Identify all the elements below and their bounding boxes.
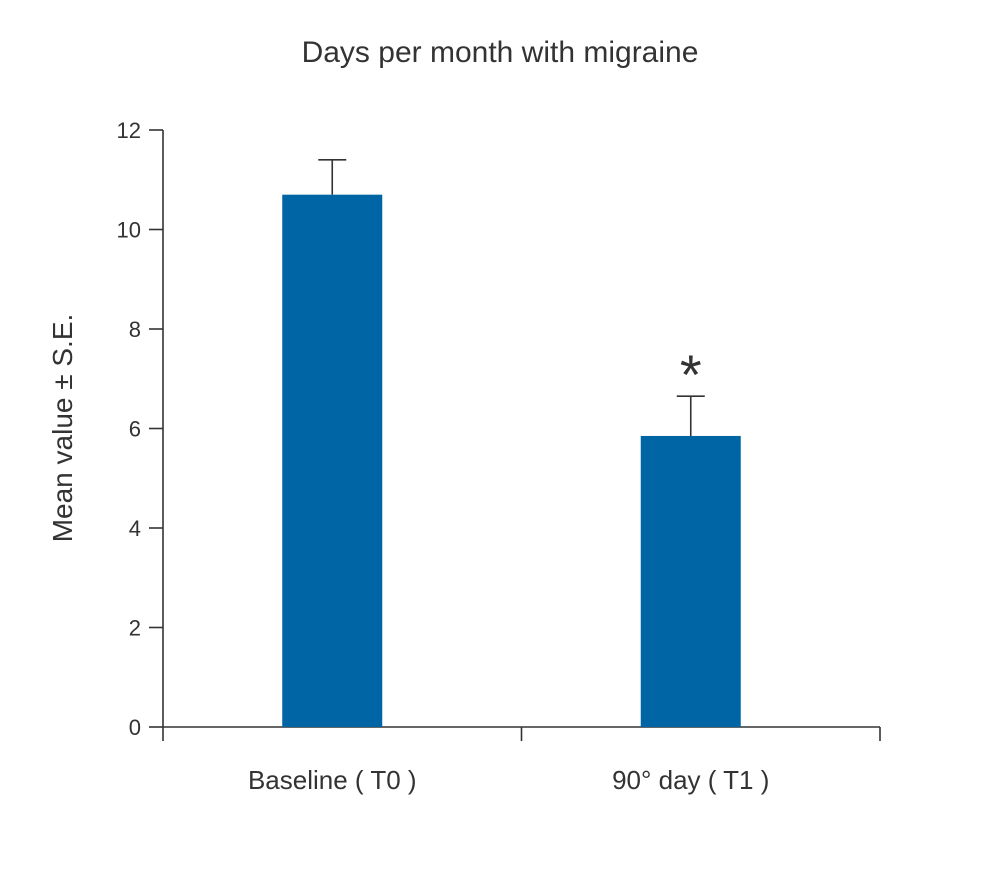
plot-area: 0 2 4 6 8 10 12 Baseline ( T0 ) * 90° day ( T1 ) bbox=[117, 118, 881, 795]
bar bbox=[282, 194, 383, 728]
y-axis-label: Mean value ± S.E. bbox=[47, 314, 78, 543]
y-tick-label: 6 bbox=[129, 417, 141, 442]
y-tick-label: 4 bbox=[129, 516, 141, 541]
y-tick-label: 0 bbox=[129, 715, 141, 740]
bar bbox=[640, 435, 741, 727]
y-tick-label: 8 bbox=[129, 317, 141, 342]
y-tick-label: 12 bbox=[117, 118, 141, 143]
significance-marker: * bbox=[680, 343, 702, 406]
y-tick-label: 10 bbox=[117, 218, 141, 243]
y-tick-label: 2 bbox=[129, 616, 141, 641]
chart-title: Days per month with migraine bbox=[302, 36, 699, 69]
x-tick-label: 90° day ( T1 ) bbox=[612, 765, 769, 795]
x-tick-label: Baseline ( T0 ) bbox=[248, 765, 417, 795]
